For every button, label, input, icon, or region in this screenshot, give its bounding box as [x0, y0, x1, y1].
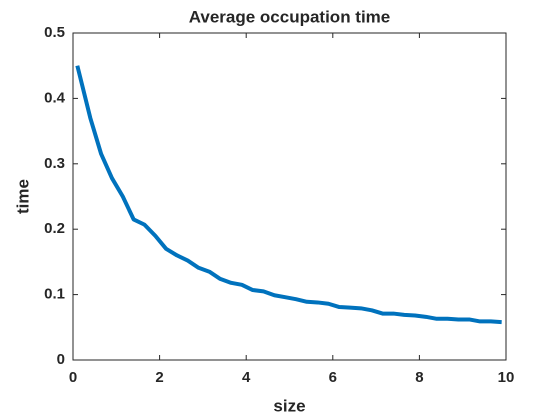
x-tick-label: 6 — [329, 369, 337, 386]
y-tick-label: 0.5 — [44, 24, 65, 41]
x-axis-label: size — [273, 396, 305, 415]
y-tick-label: 0.2 — [44, 220, 65, 237]
y-axis-label: time — [13, 179, 32, 214]
axes-box — [72, 32, 507, 361]
chart-title: Average occupation time — [189, 7, 391, 26]
x-tick-label: 4 — [242, 369, 251, 386]
y-tick-label: 0.3 — [44, 155, 65, 172]
y-tick-label: 0.4 — [44, 89, 66, 106]
y-tick-label: 0 — [57, 351, 65, 368]
x-tick-label: 2 — [155, 369, 163, 386]
y-tick-label: 0.1 — [44, 286, 65, 303]
data-line — [75, 65, 502, 325]
x-tick-label: 0 — [69, 369, 77, 386]
x-tick-label: 10 — [498, 369, 515, 386]
x-tick-label: 8 — [415, 369, 423, 386]
